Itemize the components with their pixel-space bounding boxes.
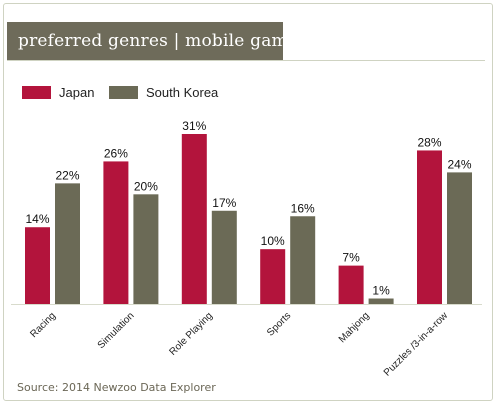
data-label-japan: 10% xyxy=(261,234,285,248)
data-label-japan: 14% xyxy=(25,212,49,226)
bar-japan-puzzles-3-in-a-row xyxy=(417,150,442,304)
bar-south-korea-simulation xyxy=(133,194,159,304)
bar-south-korea-racing xyxy=(55,183,80,304)
legend-item-south-korea: South Korea xyxy=(109,85,218,100)
data-label-japan: 31% xyxy=(182,119,206,133)
data-label-south-korea: 22% xyxy=(55,168,79,182)
data-label-south-korea: 1% xyxy=(372,284,390,298)
data-label-south-korea: 24% xyxy=(447,157,471,171)
source-note: Source: 2014 Newzoo Data Explorer xyxy=(17,381,216,394)
category-label: Puzzles /3-in-a-row xyxy=(382,310,451,379)
title-rule xyxy=(7,60,485,61)
legend-swatch-japan xyxy=(22,86,51,99)
chart-title: preferred genres | mobile gamers xyxy=(7,22,315,60)
bar-japan-sports xyxy=(260,249,286,304)
bar-south-korea-sports xyxy=(290,216,316,304)
category-label: Simulation xyxy=(96,310,137,351)
bar-japan-mahjong xyxy=(338,265,364,304)
bar-south-korea-puzzles-3-in-a-row xyxy=(447,172,472,304)
category-label: Mahjong xyxy=(337,310,372,345)
data-label-south-korea: 16% xyxy=(291,201,315,215)
data-label-south-korea: 20% xyxy=(134,179,158,193)
legend-item-japan: Japan xyxy=(22,85,94,100)
data-label-japan: 28% xyxy=(417,135,441,149)
chart-frame xyxy=(3,3,493,401)
legend-swatch-south-korea xyxy=(109,86,138,99)
category-label: Sports xyxy=(265,310,293,338)
legend-label-south-korea: South Korea xyxy=(146,85,219,100)
category-label: Racing xyxy=(28,310,58,340)
bar-south-korea-role-playing xyxy=(211,210,237,304)
bar-japan-racing xyxy=(25,227,50,304)
bar-south-korea-mahjong xyxy=(368,298,394,304)
data-label-japan: 7% xyxy=(342,251,360,265)
data-label-south-korea: 17% xyxy=(212,196,236,210)
category-label: Role Playing xyxy=(167,310,214,357)
bar-japan-role-playing xyxy=(181,134,207,304)
legend-label-japan: Japan xyxy=(59,85,95,100)
bar-japan-simulation xyxy=(103,161,129,304)
data-label-japan: 26% xyxy=(104,146,128,160)
